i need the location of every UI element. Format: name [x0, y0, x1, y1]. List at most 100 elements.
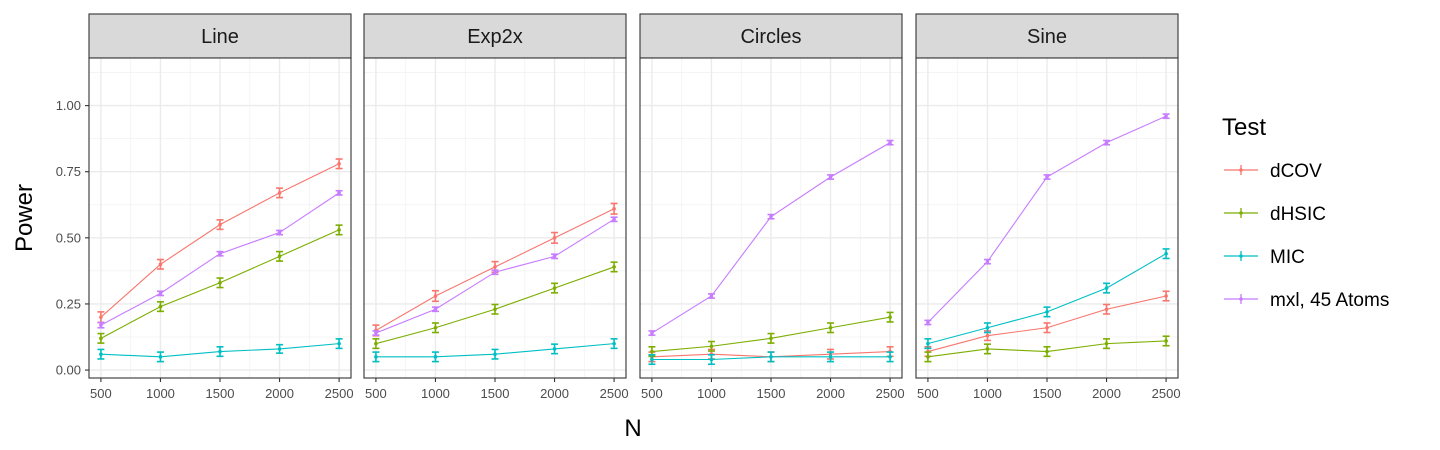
- data-point: [1164, 114, 1168, 118]
- data-point: [337, 341, 341, 346]
- y-tick-label: 0.25: [56, 296, 81, 311]
- data-point: [1164, 294, 1168, 298]
- data-point: [158, 291, 163, 296]
- data-point: [218, 251, 222, 256]
- data-point: [374, 331, 378, 335]
- panel-line: Line 500 1000 1500 2000 2500 0.00 0.25 0.50 0.75 1…: [56, 13, 354, 401]
- series-dhsic: [924, 335, 1170, 363]
- series-dhsic: [648, 311, 894, 358]
- data-point: [337, 191, 341, 195]
- panels-layer: Line 500 1000 1500 2000 2500 0.00 0.25 0.50 0.75 1…: [56, 13, 1181, 401]
- legend-item-dhsic: dHSIC: [1224, 204, 1326, 225]
- panel-exp2x: Exp2x 500 1000 1500 2000 2500: [363, 13, 629, 401]
- data-point: [828, 325, 833, 330]
- legend-item-mxl-45-atoms: mxl, 45 Atoms: [1224, 290, 1389, 311]
- x-tick-label: 2000: [265, 386, 294, 401]
- data-point: [985, 347, 990, 351]
- series-mic: [924, 248, 1170, 350]
- x-tick-label: 1000: [421, 386, 450, 401]
- x-tick-label: 1500: [1033, 386, 1062, 401]
- series-mxl-45-atoms: [372, 216, 618, 336]
- data-point: [99, 352, 103, 356]
- data-point: [493, 265, 497, 269]
- x-tick-label: 2000: [1092, 386, 1121, 401]
- y-tick-label: 1.00: [56, 98, 81, 113]
- data-point: [277, 347, 282, 351]
- data-point: [888, 140, 892, 145]
- y-tick-label: 0.00: [56, 363, 81, 378]
- data-point: [374, 341, 378, 346]
- legend-label: dHSIC: [1270, 204, 1326, 225]
- panel-circles: Circles 500 1000 1500 2000 2500: [639, 13, 905, 401]
- panel-strip: [639, 13, 903, 59]
- data-point: [888, 355, 892, 359]
- data-point: [99, 323, 103, 327]
- x-tick-label: 1000: [973, 386, 1002, 401]
- data-point: [926, 320, 930, 325]
- data-point: [769, 214, 773, 219]
- legend-label: mxl, 45 Atoms: [1270, 290, 1389, 311]
- series-dcov: [97, 158, 343, 324]
- data-point: [650, 357, 654, 362]
- data-point: [650, 349, 654, 354]
- data-point: [1045, 175, 1049, 179]
- data-point: [828, 355, 833, 359]
- data-point: [552, 254, 557, 259]
- series-mic: [372, 338, 618, 363]
- data-point: [650, 331, 654, 335]
- legend-item-dcov: dCOV: [1224, 161, 1322, 182]
- data-point: [1164, 339, 1168, 343]
- data-point: [158, 304, 163, 309]
- x-tick-label: 1500: [206, 386, 235, 401]
- x-tick-label: 2500: [325, 386, 354, 401]
- legend-key-point: [1239, 254, 1243, 258]
- data-point: [769, 355, 773, 359]
- series-dhsic: [372, 261, 618, 350]
- y-tick-label: 0.75: [56, 164, 81, 179]
- data-point: [493, 352, 497, 356]
- data-point: [1164, 251, 1168, 256]
- data-point: [277, 191, 282, 195]
- series-mxl-45-atoms: [924, 113, 1170, 326]
- data-point: [1045, 325, 1049, 330]
- x-tick-label: 2500: [600, 386, 629, 401]
- data-point: [433, 325, 438, 330]
- x-tick-label: 500: [90, 386, 112, 401]
- panel-sine: Sine 500 1000 1500 2000 2500: [915, 13, 1181, 401]
- data-point: [709, 294, 714, 298]
- data-point: [337, 161, 341, 166]
- data-point: [218, 349, 222, 354]
- data-point: [888, 315, 892, 319]
- series-mic: [648, 351, 894, 366]
- y-axis-title: Power: [11, 184, 38, 252]
- x-tick-label: 500: [917, 386, 939, 401]
- data-point: [552, 236, 557, 240]
- data-point: [218, 222, 222, 227]
- x-tick-label: 1000: [697, 386, 726, 401]
- data-point: [926, 355, 930, 359]
- x-tick-label: 1000: [146, 386, 175, 401]
- data-point: [926, 341, 930, 346]
- data-point: [709, 344, 714, 349]
- data-point: [158, 262, 163, 267]
- data-point: [612, 206, 616, 211]
- legend-title: Test: [1222, 114, 1266, 141]
- data-point: [277, 254, 282, 259]
- x-tick-label: 2000: [540, 386, 569, 401]
- panel-strip: [88, 13, 352, 59]
- y-tick-label: 0.50: [56, 230, 81, 245]
- series-mic: [97, 338, 343, 363]
- panel-strip: [363, 13, 627, 59]
- legend-key-point: [1239, 211, 1243, 215]
- data-point: [828, 175, 833, 179]
- panel-title: Exp2x: [467, 26, 523, 48]
- x-tick-label: 2000: [816, 386, 845, 401]
- x-tick-label: 2500: [876, 386, 905, 401]
- legend-key-point: [1239, 168, 1243, 172]
- legend: Test dCOV dHSIC MIC mxl, 45 Atoms: [1222, 114, 1389, 311]
- data-point: [985, 325, 990, 330]
- x-tick-label: 500: [365, 386, 387, 401]
- data-point: [433, 294, 438, 298]
- legend-item-mic: MIC: [1224, 247, 1305, 268]
- data-point: [493, 307, 497, 312]
